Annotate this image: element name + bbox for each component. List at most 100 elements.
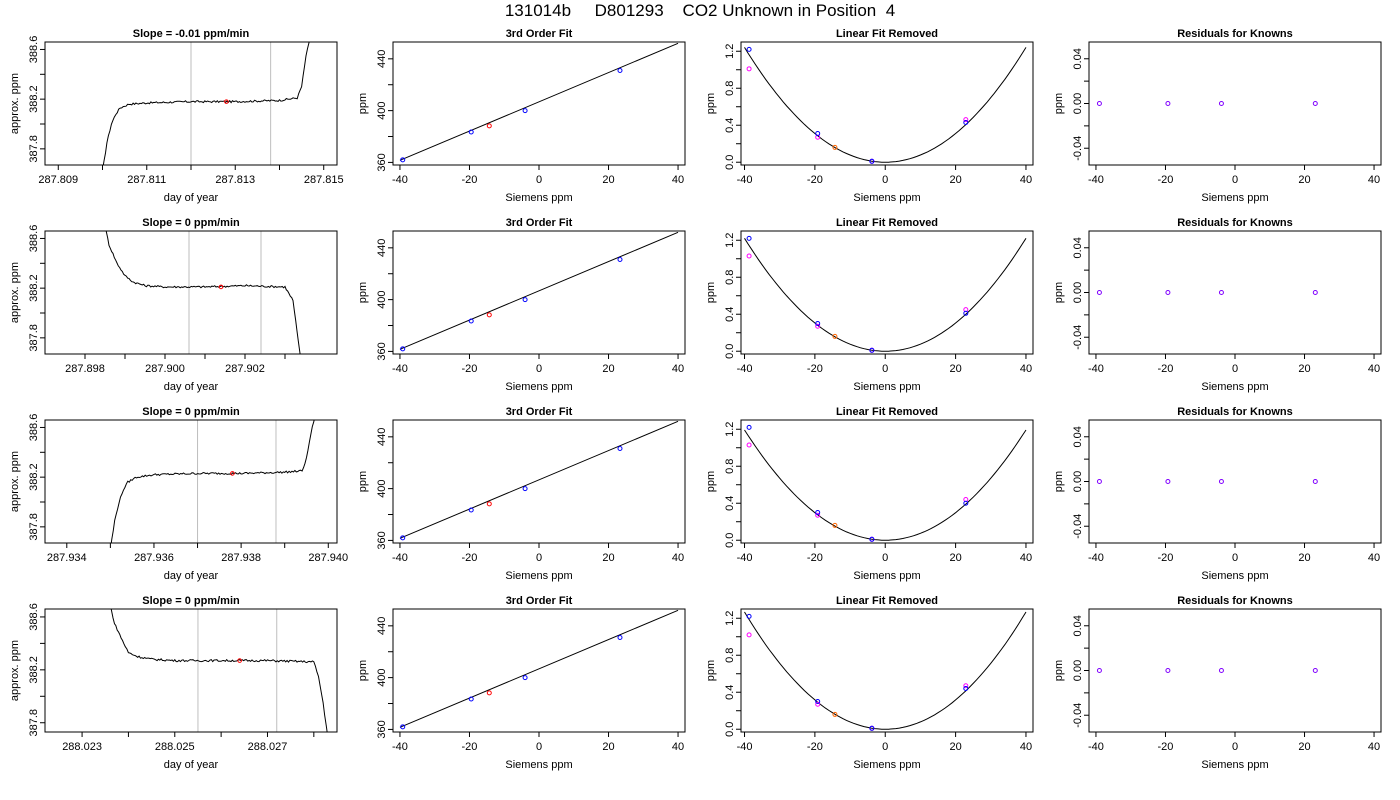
alt-point xyxy=(746,66,752,72)
y-tick-label: 0.8 xyxy=(724,270,736,285)
y-tick-label: 0.0 xyxy=(724,533,736,548)
x-axis-label: Siemens ppm xyxy=(853,570,920,582)
panel-title: Linear Fit Removed xyxy=(836,28,938,40)
plot-area xyxy=(744,46,1027,164)
known-point xyxy=(963,686,969,692)
x-tick-label: 40 xyxy=(1020,741,1032,753)
known-point xyxy=(746,613,752,619)
known-point xyxy=(1165,101,1171,106)
plot-frame xyxy=(1088,608,1382,733)
panel-r1-c1: 3rd Order Fit -40 -20 0 20 40 360 400 440 Siemens… xyxy=(357,217,686,393)
plot-frame xyxy=(740,230,1034,355)
y-tick-label: 0.4 xyxy=(724,307,736,322)
y-axis-label: ppm xyxy=(1053,282,1065,303)
x-tick-label: -20 xyxy=(1158,174,1174,186)
panel-r2-c3: Residuals for Knowns -40 -20 0 20 40 -0.04 0.00… xyxy=(1053,406,1382,582)
x-tick-label: -40 xyxy=(1088,363,1104,375)
y-tick-label: -0.04 xyxy=(1072,136,1084,161)
y-axis-label: ppm xyxy=(705,660,717,681)
plot-area xyxy=(1096,101,1318,106)
x-tick-label: 40 xyxy=(1020,363,1032,375)
panel-title: 3rd Order Fit xyxy=(506,28,573,40)
quadratic-curve xyxy=(744,611,1027,730)
y-tick-label: 0.0 xyxy=(724,344,736,359)
known-point xyxy=(1218,290,1224,295)
x-tick-label: 40 xyxy=(672,741,684,753)
plot-area xyxy=(399,231,679,352)
x-axis-label: Siemens ppm xyxy=(505,192,572,204)
panel-title: Residuals for Knowns xyxy=(1177,217,1293,229)
panel-r3-c3: Residuals for Knowns -40 -20 0 20 40 -0.04 0.00… xyxy=(1053,595,1382,771)
x-tick-label: 40 xyxy=(672,174,684,186)
x-tick-label: 0 xyxy=(536,741,542,753)
x-tick-label: 0 xyxy=(536,174,542,186)
plot-area xyxy=(399,609,679,730)
panel-r0-c0: Slope = -0.01 ppm/min 287.809 287.811 287.8… xyxy=(9,28,344,204)
y-tick-label: 0.00 xyxy=(1072,471,1084,492)
known-point xyxy=(963,310,969,316)
plot-area xyxy=(110,609,328,732)
plot-area xyxy=(1096,290,1318,295)
known-point xyxy=(522,297,528,303)
plot-area xyxy=(399,420,679,541)
x-tick-label: 20 xyxy=(1298,363,1310,375)
fit-line xyxy=(399,231,679,350)
sample-marker xyxy=(224,99,229,104)
x-tick-label: 40 xyxy=(1368,363,1380,375)
known-point xyxy=(1096,101,1102,106)
panel-r3-c0: Slope = 0 ppm/min 288.023 288.025 288.027 38… xyxy=(9,595,338,771)
x-tick-label: 0 xyxy=(536,363,542,375)
y-axis-label: approx. ppm xyxy=(9,451,21,512)
alt-point xyxy=(746,442,752,448)
y-axis-label: ppm xyxy=(357,282,369,303)
x-tick-label: -40 xyxy=(392,174,408,186)
y-tick-label: 388.6 xyxy=(28,603,40,631)
x-tick-label: -40 xyxy=(392,552,408,564)
y-tick-label: 0.00 xyxy=(1072,660,1084,681)
y-tick-label: 0.0 xyxy=(724,155,736,170)
x-tick-label: 20 xyxy=(1298,552,1310,564)
x-tick-label: 20 xyxy=(949,363,961,375)
y-tick-label: 387.8 xyxy=(28,324,40,352)
panel-r2-c0: Slope = 0 ppm/min 287.934 287.936 287.938 28… xyxy=(9,406,348,582)
panel-title: Slope = -0.01 ppm/min xyxy=(133,28,250,40)
panel-title: Linear Fit Removed xyxy=(836,406,938,418)
x-tick-label: 287.936 xyxy=(134,552,174,564)
x-axis-label: Siemens ppm xyxy=(505,570,572,582)
x-axis-label: Siemens ppm xyxy=(505,759,572,771)
x-tick-label: 20 xyxy=(602,363,614,375)
x-axis-label: day of year xyxy=(164,192,219,204)
known-point xyxy=(1096,290,1102,295)
y-axis-label: ppm xyxy=(357,660,369,681)
quadratic-curve xyxy=(744,47,1027,163)
signal-trace xyxy=(102,42,310,165)
known-point xyxy=(746,235,752,241)
x-tick-label: -20 xyxy=(807,552,823,564)
y-tick-label: -0.04 xyxy=(1072,325,1084,350)
y-axis-label: approx. ppm xyxy=(9,73,21,134)
y-tick-label: 440 xyxy=(376,617,388,635)
x-tick-label: 287.898 xyxy=(65,363,105,375)
x-tick-label: 287.811 xyxy=(127,174,166,186)
x-tick-label: -40 xyxy=(737,363,753,375)
plot-frame xyxy=(392,41,686,166)
plot-frame xyxy=(44,608,338,733)
signal-trace xyxy=(110,609,328,732)
plot-frame xyxy=(44,419,338,544)
x-tick-label: -40 xyxy=(737,552,753,564)
panel-title: 3rd Order Fit xyxy=(506,406,573,418)
y-tick-label: 360 xyxy=(376,720,388,738)
known-point xyxy=(815,131,821,137)
x-tick-label: 20 xyxy=(602,174,614,186)
y-tick-label: 360 xyxy=(376,531,388,549)
y-tick-label: 400 xyxy=(376,290,388,308)
known-point xyxy=(746,424,752,430)
panel-title: Linear Fit Removed xyxy=(836,217,938,229)
quadratic-curve xyxy=(744,238,1027,352)
y-tick-label: 0.04 xyxy=(1072,615,1084,636)
alt-point xyxy=(963,683,969,689)
alt-point xyxy=(746,632,752,638)
known-point xyxy=(468,507,474,513)
y-tick-label: 388.2 xyxy=(28,85,40,113)
known-point xyxy=(1165,668,1171,673)
